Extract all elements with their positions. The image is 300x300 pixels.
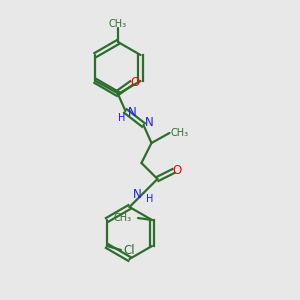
- Text: CH₃: CH₃: [109, 19, 127, 29]
- Text: N: N: [145, 116, 154, 130]
- Text: O: O: [131, 76, 140, 89]
- Text: CH₃: CH₃: [114, 213, 132, 223]
- Text: H: H: [146, 194, 153, 204]
- Text: N: N: [128, 106, 136, 118]
- Text: H: H: [118, 113, 125, 123]
- Text: O: O: [173, 164, 182, 178]
- Text: CH₃: CH₃: [170, 128, 188, 138]
- Text: N: N: [133, 188, 142, 202]
- Text: Cl: Cl: [123, 244, 135, 256]
